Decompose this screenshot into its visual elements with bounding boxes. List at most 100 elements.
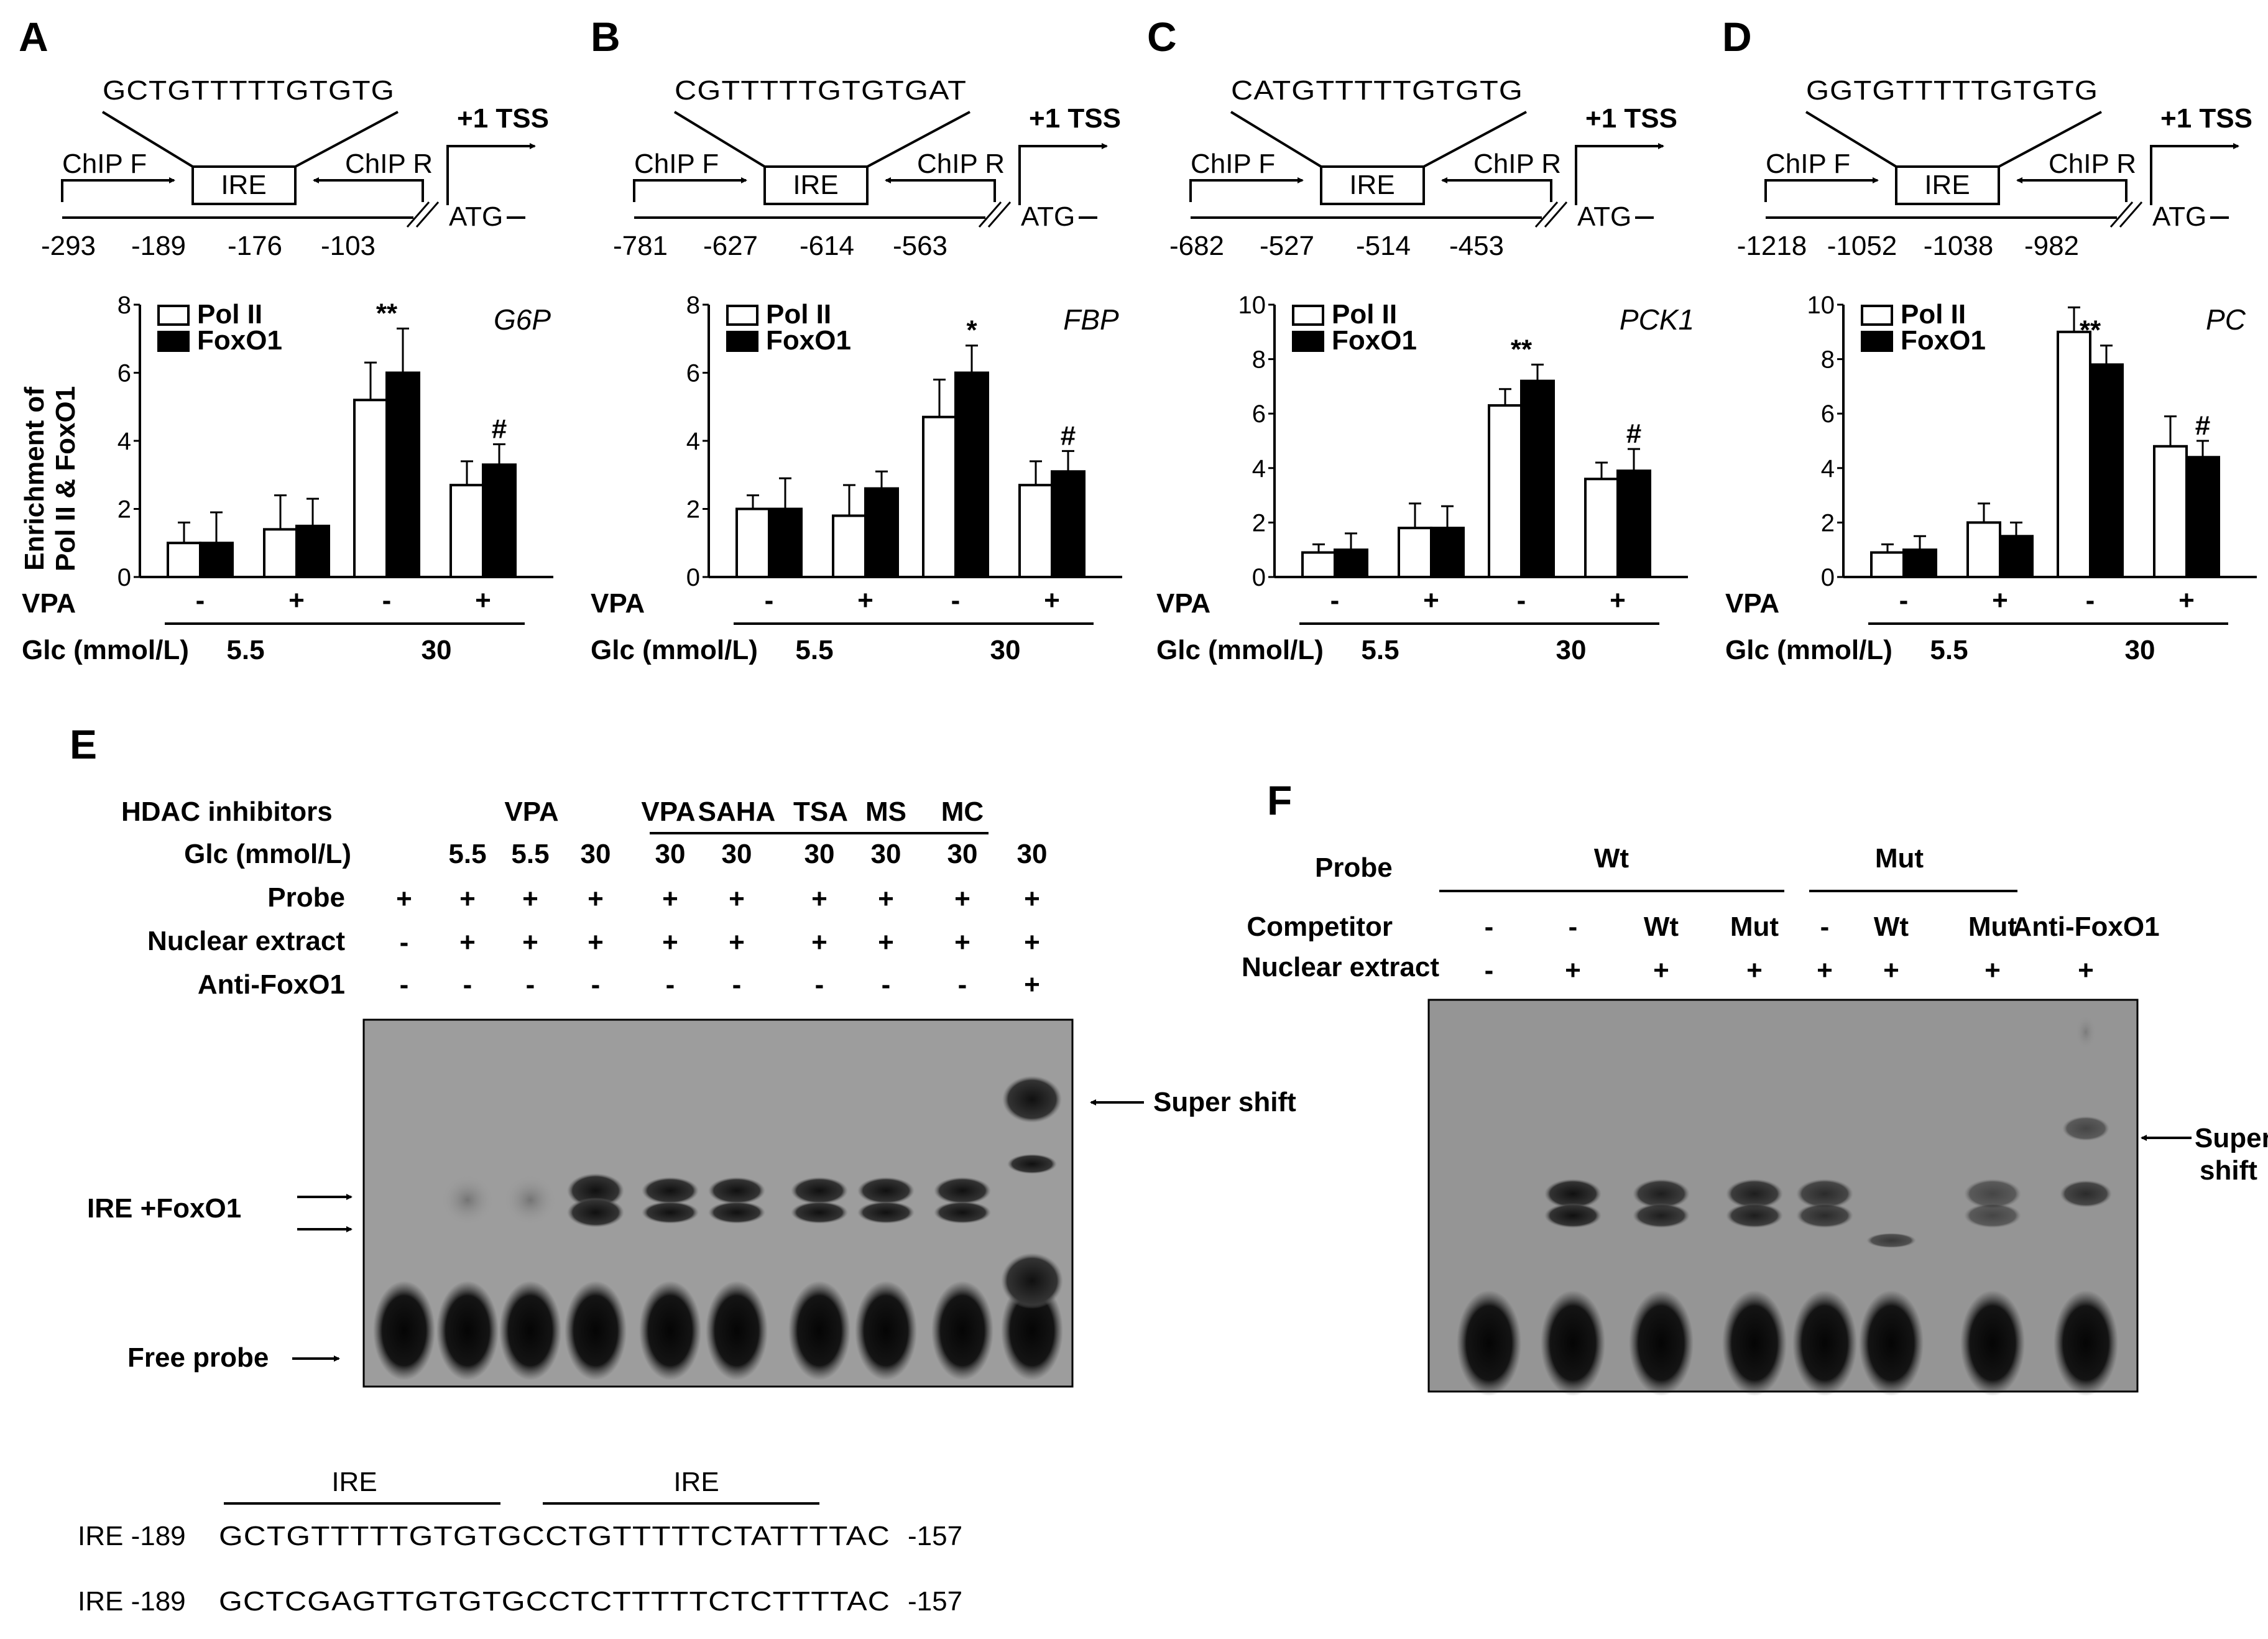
sequence-connector-right xyxy=(1423,111,1527,168)
y-tick-label: 6 xyxy=(1821,400,1835,428)
gel-e-bands xyxy=(373,1076,1063,1380)
complex-band-lower xyxy=(708,1201,765,1224)
complex-band-upper xyxy=(791,1177,848,1204)
complex-band-upper xyxy=(567,1173,624,1208)
glc-high-value: 30 xyxy=(2125,635,2155,665)
chip-r-arrow xyxy=(885,177,996,202)
f-probe-wt: Wt xyxy=(1594,843,1630,874)
position-label: -527 xyxy=(1260,231,1314,261)
ire-box-label: IRE xyxy=(793,170,838,200)
position-label: -453 xyxy=(1449,231,1504,261)
glc-value: 30 xyxy=(947,839,978,869)
vpa-minus: - xyxy=(951,585,961,616)
bar-pol-ii xyxy=(263,528,298,578)
complex-band-lower xyxy=(934,1201,991,1224)
nuclear-mark: + xyxy=(729,927,745,958)
vpa-plus: + xyxy=(2178,585,2195,616)
glc-high-value: 30 xyxy=(422,635,452,665)
bar-pol-ii xyxy=(353,399,388,578)
position-label: -103 xyxy=(321,231,376,261)
bar-pol-ii xyxy=(1398,527,1432,578)
hdac-label: VPA xyxy=(504,796,558,827)
glc-high-value: 30 xyxy=(990,635,1021,665)
hdac-label: MC xyxy=(941,796,984,827)
glc-low-value: 5.5 xyxy=(795,635,833,665)
free-probe-band xyxy=(1541,1290,1605,1396)
chip-r-label: ChIP R xyxy=(2049,149,2136,179)
gene-label: G6P xyxy=(494,303,551,336)
y-tick-label: 4 xyxy=(686,428,700,455)
free-probe-band xyxy=(436,1281,499,1380)
vpa-label: VPA xyxy=(1725,588,1779,619)
bar-foxo1 xyxy=(2089,363,2124,578)
anti-mark: + xyxy=(1024,969,1040,1000)
legend-swatch-pol2 xyxy=(1292,305,1324,326)
panel-letter-e: E xyxy=(70,721,97,767)
complex-band-lower xyxy=(642,1201,699,1224)
free-probe-band xyxy=(1960,1290,2025,1396)
bar-pol-ii xyxy=(2057,330,2091,578)
significance-marker: # xyxy=(1061,420,1076,451)
legend-swatch-pol2 xyxy=(1861,305,1893,326)
vpa-minus: - xyxy=(196,585,205,616)
ire-sequence-c: CATGTTTTTGTGTG xyxy=(1231,75,1523,106)
y-tick-label: 0 xyxy=(1252,564,1266,591)
chip-f-label: ChIP F xyxy=(1766,149,1850,179)
nuclear-mark: + xyxy=(811,927,827,958)
glc-value: 30 xyxy=(722,839,752,869)
f-competitor-label: Competitor xyxy=(1247,912,1393,942)
anti-mark: - xyxy=(882,969,891,1000)
panel-letter-f: F xyxy=(1267,777,1292,823)
competitor-value: - xyxy=(1485,912,1494,942)
probe-mark: + xyxy=(811,884,827,914)
ire-box-label: IRE xyxy=(221,170,266,200)
well-smear xyxy=(2075,1013,2097,1051)
gene-label: PC xyxy=(2206,303,2246,336)
anti-mark: - xyxy=(526,969,535,1000)
free-probe-band xyxy=(1722,1290,1787,1396)
legend-swatch-foxo1 xyxy=(157,331,190,352)
vpa-plus: + xyxy=(1423,585,1439,616)
position-label: -293 xyxy=(41,231,96,261)
ire-sequence-a: GCTGTTTTTGTGTG xyxy=(103,75,395,106)
position-label: -682 xyxy=(1169,231,1224,261)
tss-label: +1 TSS xyxy=(457,103,549,134)
ire-box-label: IRE xyxy=(1349,170,1394,200)
label-free-probe: Free probe xyxy=(127,1342,269,1373)
legend-label-foxo1: FoxO1 xyxy=(766,325,851,356)
bar-pol-ii xyxy=(1301,551,1336,579)
supershift-band xyxy=(1002,1076,1062,1123)
vpa-minus: - xyxy=(1899,585,1909,616)
glc-low-value: 5.5 xyxy=(226,635,264,665)
bar-pol-ii xyxy=(1870,551,1905,579)
ire-sequence-b: CGTTTTTGTGTGAT xyxy=(675,75,967,106)
complex-band-upper xyxy=(642,1177,699,1204)
seq-row-1-seq: GCTGTTTTTGTGTGCCTGTTTTTCTATTTTAC xyxy=(219,1521,890,1551)
sequence-connector-left xyxy=(1230,111,1322,168)
position-label: -1218 xyxy=(1737,231,1807,261)
vpa-minus: - xyxy=(1330,585,1340,616)
nuclear-mark: + xyxy=(954,927,970,958)
complex-band-upper xyxy=(934,1177,991,1204)
promoter-schematics: A GCTGTTTTTGTGTG IRE ChIP F ChIP R ATG +1 TSS -… xyxy=(19,14,2252,261)
bar-pol-ii xyxy=(922,415,957,578)
sequence-connector-left xyxy=(101,111,194,168)
free-probe-band xyxy=(1457,1290,1521,1396)
nuclear-mark: + xyxy=(522,927,538,958)
free-probe-band xyxy=(855,1281,917,1380)
significance-marker: # xyxy=(2195,410,2210,441)
position-label: -1052 xyxy=(1827,231,1897,261)
anti-mark: - xyxy=(591,969,601,1000)
row-label-nuclear: Nuclear extract xyxy=(147,926,345,956)
supershift-band-lower xyxy=(2060,1180,2112,1207)
break-mark-1 xyxy=(1534,201,1559,228)
significance-marker: # xyxy=(492,413,507,444)
ire-box-label: IRE xyxy=(1924,170,1970,200)
position-label: -189 xyxy=(131,231,186,261)
panel-e: E HDAC inhibitors Glc (mmol/L) Probe Nuc… xyxy=(70,721,1296,1617)
y-tick-label: 8 xyxy=(1821,346,1835,374)
bar-foxo1 xyxy=(954,371,989,578)
